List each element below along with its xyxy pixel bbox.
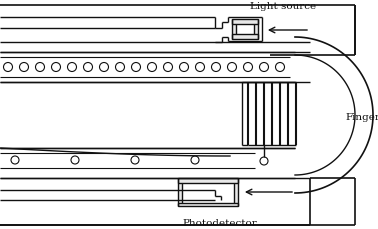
Text: Finger: Finger: [345, 114, 378, 123]
Text: Light source: Light source: [250, 2, 316, 11]
Bar: [178, 178, 238, 206]
Text: Photodetector: Photodetector: [183, 219, 257, 228]
Bar: [232, 19, 258, 39]
Bar: [182, 183, 234, 203]
Bar: [236, 24, 254, 34]
